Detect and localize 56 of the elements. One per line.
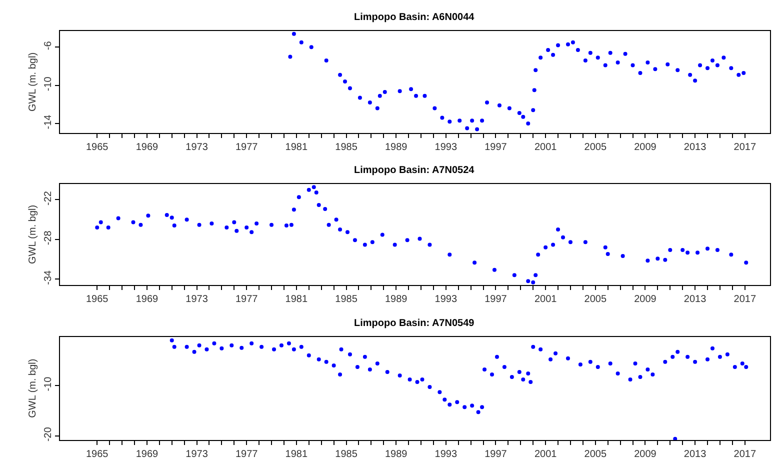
x-tick-label: 2013: [684, 142, 707, 154]
x-tick-label: 1981: [285, 142, 308, 154]
x-tick-label: 1969: [136, 294, 159, 306]
x-tick-label: 2001: [534, 142, 558, 154]
x-tick-label: 1969: [136, 448, 159, 460]
x-tick-label: 2013: [684, 294, 707, 306]
x-tick-label: 1965: [86, 448, 109, 460]
chart-title: Limpopo Basin: A6N0044: [354, 12, 475, 23]
x-tick-label: 1977: [235, 142, 258, 154]
x-tick-label: 1973: [186, 448, 208, 460]
x-tick-label: 1989: [384, 142, 408, 154]
x-tick-label: 1981: [285, 448, 308, 460]
x-tick-label: 1985: [335, 448, 358, 460]
y-tick-label: -14: [42, 114, 54, 130]
x-tick-label: 1977: [235, 294, 258, 306]
x-tick-label: 1965: [86, 294, 109, 306]
y-axis-title: GWL (m. bgl): [28, 358, 39, 418]
x-tick-label: 1981: [285, 294, 308, 306]
y-tick-label: -20: [42, 426, 54, 442]
x-tick-label: 1997: [484, 142, 508, 154]
x-tick-label: 1973: [186, 142, 208, 154]
x-tick-label: 2005: [584, 142, 607, 154]
x-tick-label: 1993: [434, 142, 458, 154]
chart-title: Limpopo Basin: A7N0524: [354, 165, 475, 176]
x-tick-label: 2001: [534, 294, 558, 306]
x-tick-label: 2017: [734, 142, 756, 154]
x-tick-label: 2001: [534, 448, 558, 460]
x-tick-label: 1969: [136, 142, 159, 154]
x-tick-label: 2009: [634, 142, 657, 154]
x-tick-label: 1985: [335, 294, 358, 306]
chart-title: Limpopo Basin: A7N0549: [354, 318, 475, 329]
x-tick-label: 2013: [684, 448, 707, 460]
x-tick-label: 1993: [434, 294, 458, 306]
x-tick-label: 2005: [584, 448, 607, 460]
y-tick-label: -28: [42, 230, 54, 246]
x-tick-label: 1997: [484, 448, 508, 460]
x-tick-label: 2009: [634, 448, 657, 460]
x-tick-label: 2005: [584, 294, 607, 306]
x-tick-label: 1997: [484, 294, 508, 306]
y-tick-label: -22: [42, 190, 54, 206]
x-tick-label: 1977: [235, 448, 258, 460]
x-tick-label: 2017: [734, 448, 756, 460]
x-tick-label: 1965: [86, 142, 109, 154]
x-tick-label: 1993: [434, 448, 458, 460]
y-tick-label: -10: [42, 76, 54, 92]
y-axis-title: GWL (m. bgl): [28, 52, 39, 112]
y-tick-label: -34: [42, 270, 54, 285]
y-axis-title: GWL (m. bgl): [28, 204, 39, 264]
x-tick-label: 1973: [186, 294, 208, 306]
x-tick-label: 1985: [335, 142, 358, 154]
x-tick-label: 1989: [384, 448, 408, 460]
x-tick-label: 2017: [734, 294, 756, 306]
x-tick-label: 1989: [384, 294, 408, 306]
x-tick-label: 2009: [634, 294, 657, 306]
y-tick-label: -6: [42, 40, 54, 50]
y-tick-label: -10: [42, 376, 54, 392]
